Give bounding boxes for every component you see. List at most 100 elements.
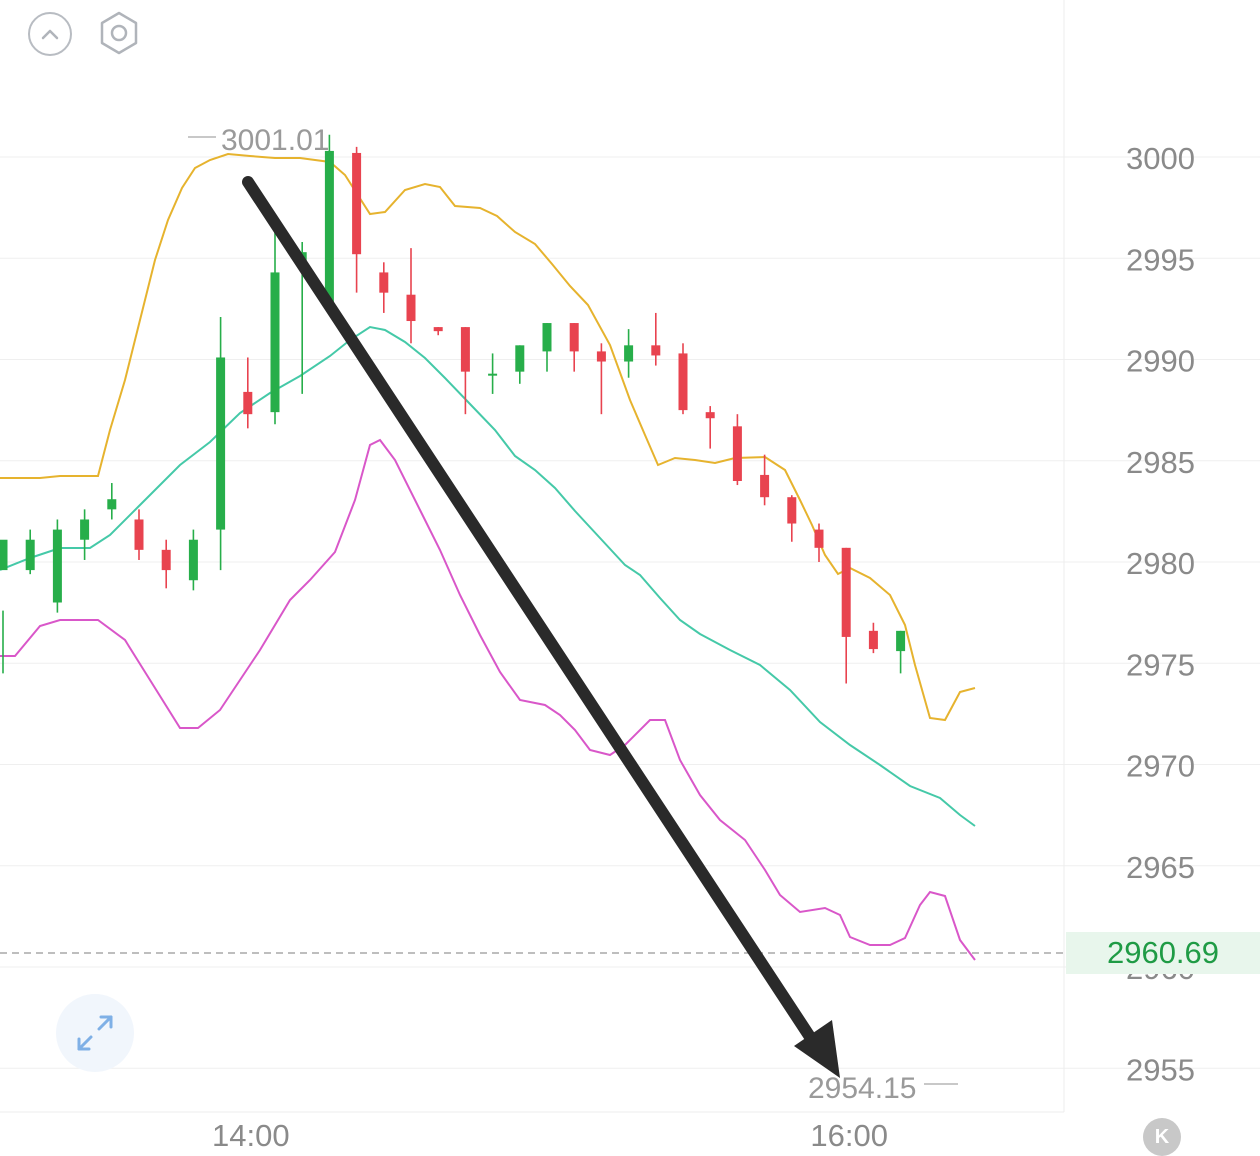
trend-arrow-head — [794, 1020, 840, 1078]
candle — [52, 519, 62, 613]
y-tick-label: 3000 — [1126, 141, 1195, 176]
candle-body — [107, 499, 117, 510]
grid-lines — [0, 156, 1260, 1069]
k-icon: K — [1154, 1125, 1170, 1148]
candle — [814, 523, 824, 562]
y-tick-label: 2985 — [1126, 445, 1195, 480]
y-tick-label: 2970 — [1126, 749, 1195, 784]
candle-body — [270, 272, 280, 413]
candle-body — [216, 357, 226, 530]
x-axis-labels: 14:00 16:00 — [212, 1118, 888, 1153]
candle-body — [0, 539, 8, 571]
candle — [107, 483, 117, 520]
bollinger-bands — [0, 152, 976, 961]
candle-body — [814, 529, 824, 548]
trend-arrow-shaft — [242, 176, 818, 1046]
candle-body — [760, 474, 770, 498]
candle-body — [433, 327, 443, 332]
candle-body — [542, 323, 552, 352]
candle-body — [868, 630, 878, 650]
y-tick-label: 2955 — [1126, 1052, 1195, 1087]
candle — [515, 345, 525, 384]
candle — [270, 231, 280, 425]
candle-body — [515, 345, 525, 372]
candle — [868, 622, 878, 654]
candle — [760, 454, 770, 506]
annotations: 3001.01 2954.15 — [188, 124, 958, 1105]
candle-body — [678, 353, 688, 411]
candle — [161, 539, 171, 589]
candle-body — [379, 272, 389, 293]
collapse-up-button[interactable] — [28, 12, 72, 56]
candle-body — [569, 323, 579, 352]
candle-body — [134, 519, 144, 550]
chevron-up-icon — [41, 29, 59, 40]
settings-button[interactable] — [96, 10, 142, 56]
candle-body — [352, 152, 362, 255]
trend-arrow — [242, 176, 840, 1078]
candle — [651, 312, 661, 366]
candle — [25, 529, 35, 575]
candle-body — [705, 412, 715, 419]
candle — [460, 327, 470, 415]
candle — [406, 248, 416, 344]
k-line-button[interactable]: K — [1143, 1118, 1181, 1156]
x-tick-label: 16:00 — [810, 1118, 888, 1153]
candle-body — [896, 630, 906, 652]
candle — [841, 547, 851, 684]
candle — [324, 134, 334, 303]
candle — [0, 539, 8, 674]
upper-band-line — [0, 152, 976, 722]
candle — [542, 323, 552, 372]
candle — [433, 327, 443, 336]
hexagon-settings-icon — [100, 11, 138, 55]
candle — [80, 509, 90, 560]
candle — [134, 509, 144, 560]
candle — [216, 316, 226, 571]
candle-body — [243, 391, 253, 415]
candle — [569, 323, 579, 372]
candle — [624, 329, 634, 378]
fullscreen-button[interactable] — [56, 994, 134, 1072]
y-tick-label: 2995 — [1126, 242, 1195, 277]
candle-body — [732, 426, 742, 481]
x-tick-label: 14:00 — [212, 1118, 290, 1153]
candle — [596, 343, 606, 415]
candle — [488, 353, 498, 394]
low-price-label: 2954.15 — [808, 1072, 916, 1105]
high-price-label: 3001.01 — [221, 124, 329, 157]
candle-body — [80, 519, 90, 540]
y-tick-label: 2980 — [1126, 546, 1195, 581]
expand-arrows-icon — [77, 1015, 113, 1051]
candle-body — [188, 539, 198, 581]
candle — [352, 146, 362, 293]
candle-body — [596, 351, 606, 362]
candle — [678, 343, 688, 415]
candle-body — [488, 373, 498, 376]
candle — [732, 414, 742, 486]
y-tick-label: 2990 — [1126, 344, 1195, 379]
y-tick-label: 2965 — [1126, 850, 1195, 885]
candle-body — [324, 150, 334, 303]
candle — [243, 357, 253, 429]
candle-body — [787, 497, 797, 524]
y-tick-label: 2975 — [1126, 647, 1195, 682]
candles — [0, 134, 906, 684]
candle-body — [651, 345, 661, 356]
candle-body — [460, 327, 470, 372]
candle-body — [25, 539, 35, 571]
lower-band-line — [0, 438, 976, 961]
candle-body — [406, 294, 416, 322]
candle — [787, 495, 797, 542]
candle-body — [624, 345, 634, 362]
candle — [188, 529, 198, 591]
current-price-tag: 2960.69 — [1066, 932, 1260, 974]
candle — [379, 262, 389, 313]
candle-body — [841, 547, 851, 637]
candle — [896, 630, 906, 674]
candle — [705, 406, 715, 449]
candle-body — [52, 529, 62, 603]
candle-body — [161, 549, 171, 571]
middle-band-line — [0, 325, 976, 827]
